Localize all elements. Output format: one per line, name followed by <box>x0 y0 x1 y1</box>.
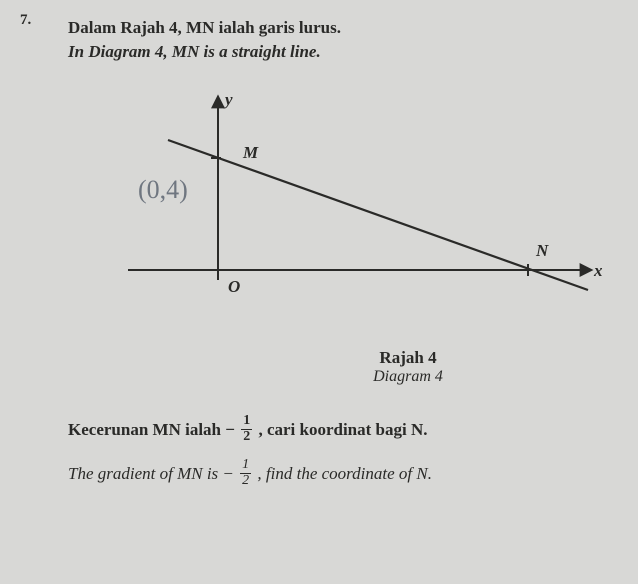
fraction-2: 1 2 <box>240 458 251 488</box>
question-english-post: , find the coordinate of N. <box>257 464 432 483</box>
fraction-1-num: 1 <box>241 414 252 430</box>
question-english-pre: The gradient of MN is <box>68 464 222 483</box>
fraction-2-num: 1 <box>240 458 251 474</box>
label-n: N <box>535 241 549 260</box>
fraction-1-den: 2 <box>241 430 252 445</box>
handwritten-point-m: (0,4) <box>138 175 188 204</box>
question-malay: Kecerunan MN ialah − 1 2 , cari koordina… <box>68 416 594 446</box>
label-origin: O <box>228 277 240 296</box>
prompt-malay: Dalam Rajah 4, MN ialah garis lurus. <box>68 18 594 38</box>
diagram-caption: Rajah 4 Diagram 4 <box>88 348 608 386</box>
fraction-1: 1 2 <box>241 414 252 444</box>
neg-sign-1: − <box>225 420 235 439</box>
question-malay-post: , cari koordinat bagi N. <box>258 420 427 439</box>
prompt-english: In Diagram 4, MN is a straight line. <box>68 42 594 62</box>
caption-malay: Rajah 4 <box>208 348 608 368</box>
diagram-svg: y x O M N (0,4) <box>88 80 608 340</box>
label-m: M <box>242 143 259 162</box>
diagram-4: y x O M N (0,4) <box>88 80 608 340</box>
question-english: The gradient of MN is − 1 2 , find the c… <box>68 460 594 490</box>
caption-english: Diagram 4 <box>208 368 608 386</box>
label-x: x <box>593 261 603 280</box>
question-number: 7. <box>20 12 31 29</box>
line-mn <box>168 140 588 290</box>
worksheet-page: 7. Dalam Rajah 4, MN ialah garis lurus. … <box>0 0 638 584</box>
fraction-2-den: 2 <box>240 474 251 489</box>
question-malay-pre: Kecerunan MN ialah <box>68 420 225 439</box>
neg-sign-2: − <box>222 464 233 483</box>
label-y: y <box>223 90 233 109</box>
